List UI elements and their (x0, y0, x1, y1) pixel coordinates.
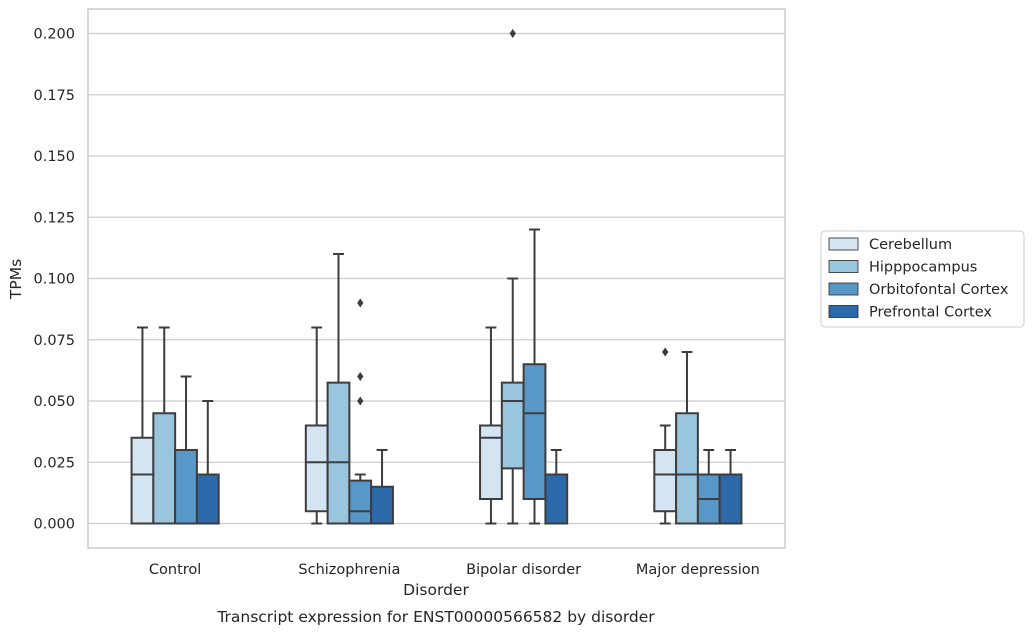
legend-label: Orbitofontal Cortex (869, 282, 1009, 298)
y-tick-label: 0.125 (33, 210, 75, 226)
box-body (174, 449, 198, 525)
box-body (370, 485, 394, 525)
chart-caption: Transcript expression for ENST0000056658… (216, 608, 655, 626)
x-tick-label: Schizophrenia (298, 562, 400, 578)
box-prefrontal-cortex-schizophrenia (370, 449, 394, 525)
box-prefrontal-cortex-major-depression (718, 449, 743, 525)
box-body (718, 473, 743, 525)
box-hipppocampus-bipolar-disorder (500, 29, 525, 525)
legend-swatch (828, 260, 859, 273)
y-tick-label: 0.100 (33, 272, 75, 288)
box-cerebellum-bipolar-disorder (479, 326, 503, 525)
box-body (522, 363, 547, 500)
box-body (130, 436, 155, 525)
box-body (479, 424, 503, 500)
box-prefrontal-cortex-bipolar-disorder (544, 449, 569, 525)
box-body (195, 473, 220, 525)
outlier-point (509, 29, 516, 38)
outlier-point (662, 347, 669, 357)
x-tick-label: Control (149, 562, 201, 578)
legend-swatch (828, 237, 859, 251)
outlier-point (357, 298, 364, 308)
box-orbitofontal-cortex-major-depression (696, 449, 721, 525)
y-tick-label: 0.075 (33, 333, 75, 349)
box-cerebellum-schizophrenia (304, 326, 329, 525)
box-body (348, 479, 373, 525)
x-tick-label: Bipolar disorder (466, 562, 581, 578)
box-orbitofontal-cortex-control (174, 375, 198, 525)
y-axis-title: TPMs (7, 259, 25, 300)
plot-frame (87, 8, 786, 549)
outlier-point (357, 372, 364, 381)
y-tick-label: 0.025 (33, 455, 75, 471)
legend-swatch (828, 305, 859, 318)
box-hipppocampus-control (152, 326, 177, 525)
box-hipppocampus-major-depression (675, 351, 699, 525)
legend: Cerebellum Hipppocampus Orbitofontal Corte… (820, 230, 1025, 328)
box-orbitofontal-cortex-schizophrenia (348, 298, 373, 525)
box-hipppocampus-schizophrenia (326, 253, 351, 525)
y-tick-label: 0.200 (33, 27, 75, 43)
y-tick-label: 0.175 (33, 88, 75, 104)
legend-swatch (828, 282, 859, 296)
box-cerebellum-major-depression (653, 347, 678, 525)
y-tick-label: 0.150 (33, 149, 75, 165)
box-body (675, 412, 699, 525)
box-body (304, 424, 329, 513)
box-body (500, 381, 525, 470)
boxes (130, 29, 743, 525)
box-body (653, 449, 678, 513)
box-orbitofontal-cortex-bipolar-disorder (522, 228, 547, 525)
y-tick-label: 0.050 (33, 394, 75, 410)
box-body (544, 473, 569, 525)
legend-label: Prefrontal Cortex (869, 305, 992, 321)
box-prefrontal-cortex-control (195, 400, 220, 525)
legend-label: Hipppocampus (869, 260, 977, 276)
x-tick-label: Major depression (636, 562, 760, 578)
axis-ticks: 0.000 0.025 0.050 0.075 0.100 0.125 0.150 0.175… (33, 27, 759, 579)
x-axis-title: Disorder (403, 581, 469, 599)
box-cerebellum-control (130, 326, 155, 525)
y-tick-label: 0.000 (33, 517, 75, 533)
legend-frame (820, 230, 1025, 328)
box-body (326, 381, 351, 525)
box-body (152, 412, 177, 525)
outlier-point (357, 396, 364, 406)
legend-label: Cerebellum (869, 237, 952, 253)
